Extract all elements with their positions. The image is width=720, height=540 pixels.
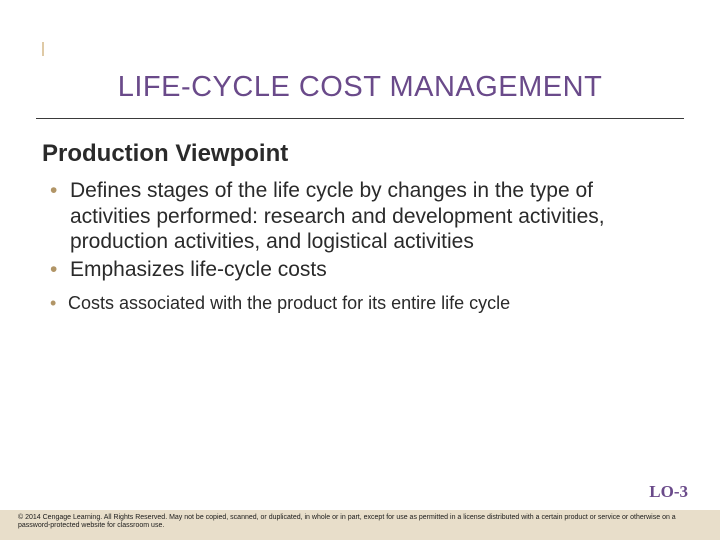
main-bullet-list: Defines stages of the life cycle by chan… <box>42 178 678 282</box>
slide-subtitle: Production Viewpoint <box>42 140 678 168</box>
content-area: Production Viewpoint Defines stages of t… <box>42 140 678 315</box>
bullet-item: Defines stages of the life cycle by chan… <box>70 178 678 255</box>
learning-objective-label: LO-3 <box>649 482 688 502</box>
copyright-footer: © 2014 Cengage Learning. All Rights Rese… <box>0 510 720 540</box>
sub-bullet-list: Costs associated with the product for it… <box>42 292 678 315</box>
title-band: LIFE-CYCLE COST MANAGEMENT <box>0 0 720 118</box>
title-rule <box>36 118 684 119</box>
bullet-item: Emphasizes life-cycle costs <box>70 257 678 283</box>
slide-title: LIFE-CYCLE COST MANAGEMENT <box>118 71 603 104</box>
slide-container: LIFE-CYCLE COST MANAGEMENT Production Vi… <box>0 0 720 540</box>
sub-bullet-item: Costs associated with the product for it… <box>68 292 678 315</box>
